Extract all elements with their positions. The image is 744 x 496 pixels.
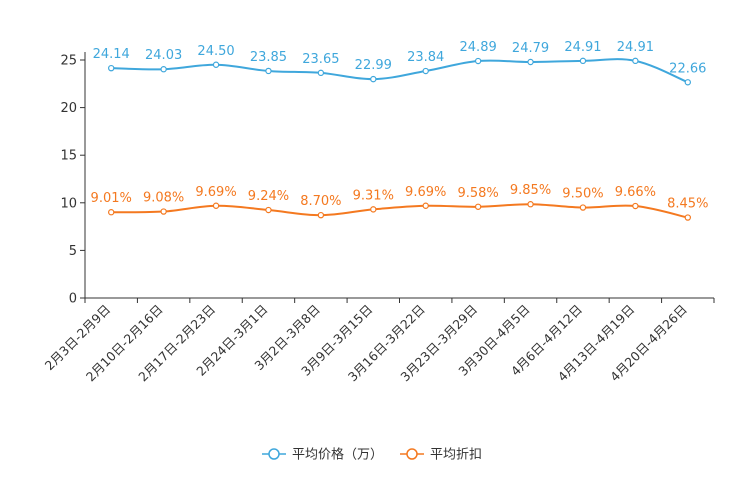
data-point[interactable] <box>579 204 587 211</box>
data-label: 24.89 <box>460 40 497 55</box>
legend-marker-icon <box>268 448 280 460</box>
data-label: 9.58% <box>457 186 498 201</box>
series-1: 24.14 24.03 24.50 23.85 23.65 22.99 23.84 24.89… <box>93 40 706 86</box>
y-tick-label: 15 <box>60 149 77 164</box>
data-label: 24.91 <box>617 40 654 55</box>
data-point[interactable] <box>108 64 115 72</box>
data-label: 9.69% <box>195 185 236 200</box>
data-point[interactable] <box>579 57 587 65</box>
data-label: 24.79 <box>512 41 549 56</box>
data-point[interactable] <box>265 206 272 214</box>
data-label: 9.66% <box>615 185 656 200</box>
y-tick-label: 10 <box>60 196 77 211</box>
data-point[interactable] <box>160 208 167 215</box>
series-layer: 24.14 24.03 24.50 23.85 23.65 22.99 23.84 24.89… <box>91 40 708 221</box>
y-ticks: 0 5 10 15 20 25 <box>60 54 85 307</box>
data-point[interactable] <box>212 202 220 209</box>
series-line <box>111 58 689 84</box>
legend-label: 平均价格（万） <box>292 447 383 463</box>
y-tick-label: 0 <box>69 292 77 307</box>
data-point[interactable] <box>684 214 691 221</box>
x-ticks: 2月3日-2月9日2月10日-2月16日2月17日-2月23日2月24日-3月1… <box>42 298 715 384</box>
data-label: 9.01% <box>91 191 132 206</box>
y-tick-label: 20 <box>60 101 77 116</box>
y-tick-label: 5 <box>69 244 77 259</box>
data-label: 9.08% <box>143 191 184 206</box>
data-label: 23.65 <box>302 52 339 67</box>
data-label: 24.03 <box>145 48 182 63</box>
data-label: 9.31% <box>353 188 394 203</box>
series-2: 9.01% 9.08% 9.69% 9.24% 8.70% 9.31% 9.69% 9.58%… <box>91 183 708 221</box>
data-label: 24.50 <box>197 44 234 59</box>
data-point[interactable] <box>160 66 167 73</box>
data-point[interactable] <box>422 67 429 75</box>
data-label: 8.70% <box>300 194 341 209</box>
data-label: 24.91 <box>564 40 601 55</box>
legend-label: 平均折扣 <box>430 448 482 463</box>
data-point[interactable] <box>684 79 691 86</box>
data-label: 22.66 <box>669 61 706 76</box>
data-point[interactable] <box>474 57 482 65</box>
data-label: 9.85% <box>510 183 551 198</box>
data-label: 9.24% <box>248 189 289 204</box>
data-point[interactable] <box>422 202 429 209</box>
data-point[interactable] <box>632 202 639 210</box>
data-label: 23.84 <box>407 50 444 65</box>
axes: 0 5 10 15 20 25 2月3日-2月9日2月10日-2月16日2月17日-2月2… <box>42 52 715 384</box>
data-label: 8.45% <box>667 197 708 212</box>
legend-item-1[interactable]: 平均价格（万） <box>262 447 383 463</box>
data-point[interactable] <box>317 69 325 77</box>
series-line <box>111 203 689 219</box>
data-point[interactable] <box>317 211 325 219</box>
data-point[interactable] <box>370 206 377 213</box>
legend[interactable]: 平均价格（万） 平均折扣 <box>262 447 482 463</box>
data-point[interactable] <box>370 75 377 83</box>
data-point[interactable] <box>265 67 272 75</box>
data-label: 23.85 <box>250 50 287 65</box>
data-label: 9.50% <box>562 187 603 202</box>
data-point[interactable] <box>527 201 534 208</box>
data-point[interactable] <box>527 58 534 66</box>
legend-item-2[interactable]: 平均折扣 <box>400 448 482 463</box>
legend-marker-icon <box>406 448 418 460</box>
y-tick-label: 25 <box>60 54 77 69</box>
data-label: 22.99 <box>355 58 392 73</box>
data-point[interactable] <box>108 209 115 216</box>
data-label: 24.14 <box>93 47 130 62</box>
data-label: 9.69% <box>405 185 446 200</box>
data-point[interactable] <box>632 57 639 65</box>
data-point[interactable] <box>474 203 482 210</box>
data-point[interactable] <box>212 61 220 68</box>
